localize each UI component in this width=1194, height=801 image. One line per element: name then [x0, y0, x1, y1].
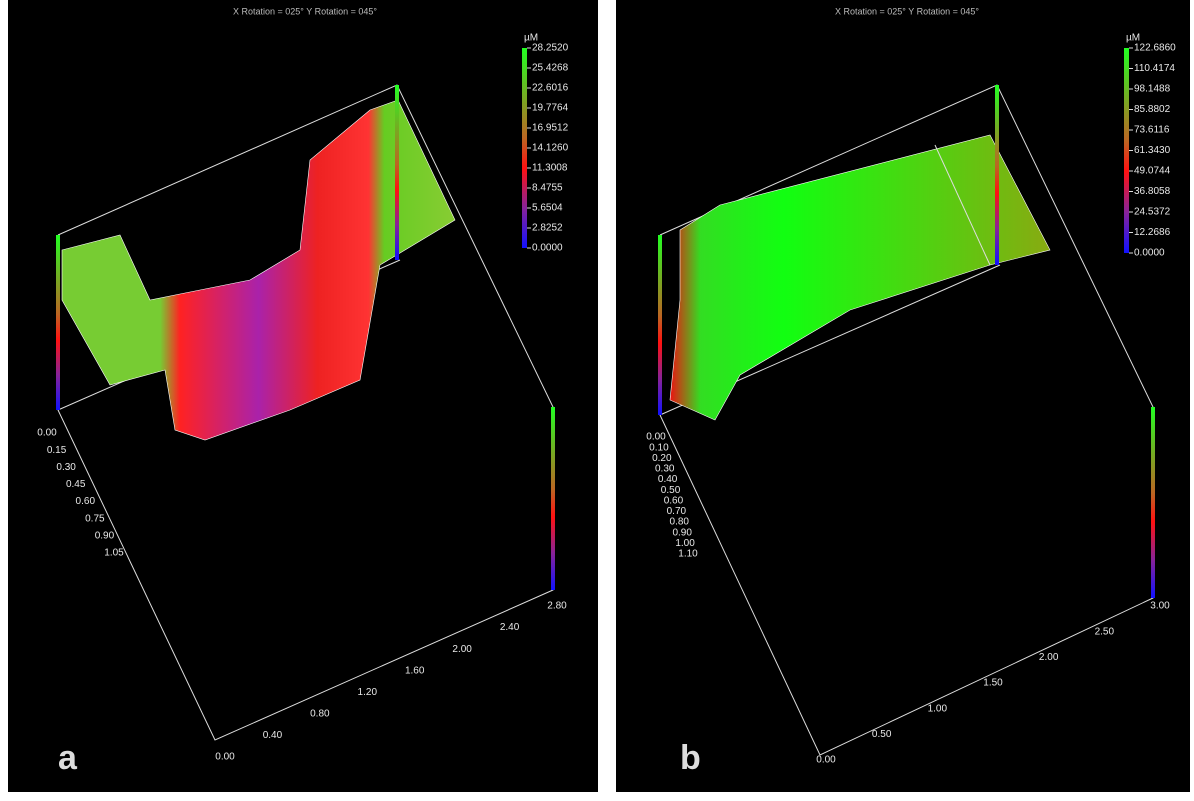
panel-a-shapes	[56, 48, 555, 741]
y-tick-label: 0.40	[658, 474, 678, 485]
x-tick-label: 1.20	[358, 687, 378, 698]
panel-label: b	[680, 739, 701, 777]
colorbar-label: 25.4268	[532, 63, 569, 74]
colorbar-label: 61.3430	[1134, 145, 1171, 156]
y-tick-label: 0.00	[646, 432, 666, 443]
panel-b-shapes	[658, 48, 1155, 756]
y-tick-label: 0.60	[664, 495, 684, 506]
y-tick-label: 0.75	[85, 513, 105, 524]
colorbar-label: 73.6116	[1134, 125, 1170, 136]
colorbar-unit: µM	[1126, 33, 1140, 44]
colorbar-label: 12.2686	[1134, 227, 1171, 238]
x-tick-label: 1.60	[405, 665, 425, 676]
y-tick-label: 1.10	[678, 549, 698, 560]
colorbar-label: 8.4755	[532, 183, 563, 194]
colorbar-unit: µM	[524, 33, 538, 44]
y-tick-label: 0.90	[672, 527, 692, 538]
header: X Rotation = 025° Y Rotation = 045°	[835, 6, 979, 16]
colorbar-label: 98.1488	[1134, 84, 1171, 95]
y-tick-label: 0.45	[66, 479, 86, 490]
x-tick-label: 1.50	[983, 678, 1003, 689]
x-tick-label: 1.00	[928, 703, 948, 714]
colorbar-label: 19.7764	[532, 103, 569, 114]
colorbar-label: 14.1260	[532, 143, 569, 154]
x-tick-label: 2.00	[1039, 652, 1059, 663]
y-tick-label: 0.50	[661, 485, 681, 496]
colorbar-label: 110.4174	[1134, 63, 1175, 74]
colorbar-label: 49.0744	[1134, 166, 1171, 177]
colorbar-label: 2.8252	[532, 223, 563, 234]
x-tick-label: 0.00	[816, 755, 836, 766]
y-tick-label: 1.00	[675, 538, 695, 549]
x-tick-label: 0.80	[310, 708, 330, 719]
x-tick-label: 2.80	[547, 601, 567, 612]
y-tick-label: 0.90	[95, 530, 115, 541]
y-tick-label: 0.20	[652, 453, 672, 464]
y-tick-label: 0.70	[667, 506, 687, 517]
y-tick-label: 0.30	[655, 464, 675, 475]
colorbar-label: 11.3008	[532, 163, 568, 174]
y-tick-label: 0.80	[670, 517, 690, 528]
colorbar-label: 28.2520	[532, 43, 569, 54]
colorbar-label: 24.5372	[1134, 207, 1171, 218]
colorbar-label: 16.9512	[532, 123, 569, 134]
y-tick-label: 1.05	[104, 548, 124, 559]
x-tick-label: 2.00	[452, 644, 472, 655]
colorbar-label: 122.6860	[1134, 43, 1176, 54]
colorbar-label: 22.6016	[532, 83, 569, 94]
x-tick-label: 0.40	[263, 730, 283, 741]
panel-label: a	[58, 739, 78, 777]
header: X Rotation = 025° Y Rotation = 045°	[233, 6, 377, 16]
y-tick-label: 0.30	[56, 462, 76, 473]
colorbar-label: 0.0000	[1134, 248, 1165, 259]
colorbar-label: 0.0000	[532, 243, 563, 254]
colorbar-label: 36.8058	[1134, 186, 1171, 197]
x-tick-label: 3.00	[1150, 601, 1170, 612]
y-tick-label: 0.10	[649, 442, 669, 453]
colorbar-label: 85.8802	[1134, 104, 1171, 115]
colorbar-label: 5.6504	[532, 203, 563, 214]
y-tick-label: 0.00	[37, 428, 57, 439]
x-tick-label: 0.00	[215, 752, 235, 763]
x-tick-label: 0.50	[872, 729, 892, 740]
y-tick-label: 0.60	[76, 496, 96, 507]
x-tick-label: 2.50	[1095, 626, 1115, 637]
y-tick-label: 0.15	[47, 445, 67, 456]
x-tick-label: 2.40	[500, 622, 520, 633]
